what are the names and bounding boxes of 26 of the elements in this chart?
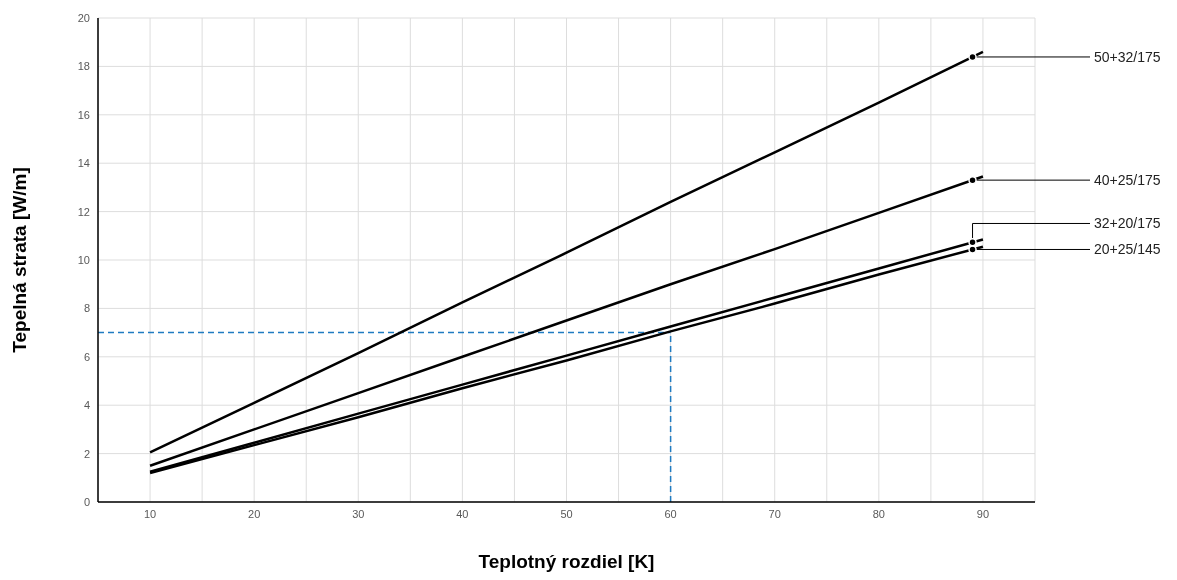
x-tick-label: 60 — [664, 507, 677, 520]
x-tick-label: 10 — [143, 507, 157, 520]
y-tick-label: 20 — [77, 11, 90, 24]
y-tick-label: 6 — [83, 350, 90, 363]
y-tick-label: 2 — [83, 447, 90, 460]
y-tick-label: 0 — [83, 495, 90, 508]
y-tick-label: 14 — [77, 157, 90, 170]
text: 40+25/175 — [1094, 172, 1161, 189]
y-tick-label: 18 — [77, 60, 90, 73]
y-tick-label: 16 — [77, 108, 90, 121]
x-tick-label: 70 — [768, 507, 781, 520]
x-tick-label: 20 — [248, 507, 261, 520]
y-tick-label: 12 — [77, 205, 90, 218]
y-tick-label: 4 — [83, 399, 90, 412]
y-axis-title: Tepelná strata [W/m] — [9, 167, 30, 353]
x-tick-label: 40 — [456, 507, 469, 520]
x-tick-label: 80 — [872, 507, 885, 520]
text: 50+32/175 — [1094, 48, 1161, 65]
x-tick-label: 90 — [976, 507, 990, 520]
x-tick-label: 50 — [560, 507, 573, 520]
text: 32+20/175 — [1094, 215, 1161, 232]
x-axis-title: Teplotný rozdiel [K] — [478, 551, 655, 572]
y-tick-label: 8 — [83, 302, 90, 315]
y-tick-label: 10 — [77, 253, 90, 266]
x-tick-label: 30 — [352, 507, 365, 520]
text: 20+25/145 — [1094, 241, 1161, 258]
